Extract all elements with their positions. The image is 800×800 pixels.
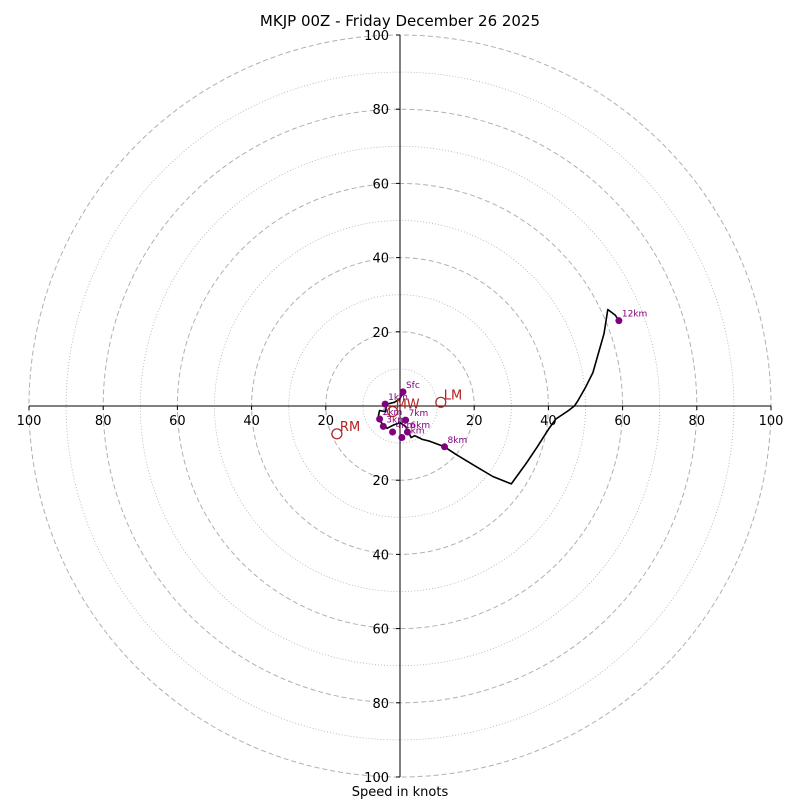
x-tick-label: 40	[243, 414, 260, 429]
y-tick-label: 100	[364, 29, 389, 44]
x-tick-label: 60	[614, 414, 631, 429]
height-label-7km: 7km	[409, 409, 429, 419]
height-marker-8km	[441, 443, 449, 451]
y-tick-label: 60	[372, 623, 389, 638]
y-tick-label: 80	[372, 103, 389, 118]
x-tick-label: 20	[318, 414, 335, 429]
height-label-5km: 5km	[405, 427, 425, 437]
storm-motion-markers: LM RM MW	[331, 388, 462, 440]
height-label-4km: 4km	[396, 421, 416, 431]
motion-label-RM: RM	[340, 420, 360, 435]
height-marker-12km	[615, 317, 623, 325]
x-tick-labels: 100 80 60 40 20 20 40 60 80 100	[17, 406, 784, 429]
motion-marker-MW	[386, 405, 399, 418]
height-marker-3km	[379, 422, 387, 430]
y-tick-label: 20	[372, 474, 389, 489]
motion-label-MW: MW	[396, 398, 420, 413]
chart-title: MKJP 00Z - Friday December 26 2025	[260, 12, 540, 30]
height-marker-Sfc	[399, 388, 407, 396]
height-marker-4km	[389, 428, 397, 436]
x-axis-label: Speed in knots	[352, 785, 449, 800]
x-tick-label: 80	[689, 414, 706, 429]
y-tick-label: 80	[372, 697, 389, 712]
y-tick-label: 40	[372, 548, 389, 563]
height-marker-5km	[398, 434, 406, 442]
height-label-3km: 3km	[386, 415, 406, 425]
x-tick-label: 60	[169, 414, 186, 429]
y-tick-label: 20	[372, 326, 389, 341]
x-tick-label: 100	[759, 414, 784, 429]
y-tick-label: 40	[372, 252, 389, 267]
motion-marker-RM	[331, 428, 343, 440]
axes	[29, 35, 771, 777]
height-label-Sfc: Sfc	[406, 381, 420, 391]
height-label-2km: 2km	[383, 408, 403, 418]
motion-label-LM: LM	[444, 388, 462, 403]
x-tick-label: 20	[466, 414, 483, 429]
y-tick-label: 60	[372, 177, 389, 192]
height-marker-6km	[403, 428, 411, 436]
height-label-8km: 8km	[448, 436, 468, 446]
x-tick-label: 80	[95, 414, 112, 429]
x-tick-label: 40	[540, 414, 557, 429]
y-tick-labels: 100 80 60 40 20 20 40 60 80 100	[364, 29, 400, 786]
height-marker-7km	[402, 416, 410, 424]
x-tick-label: 100	[17, 414, 42, 429]
height-label-6km: 6km	[410, 421, 430, 431]
y-tick-label: 100	[364, 771, 389, 786]
height-marker-1km	[381, 400, 389, 408]
height-label-12km: 12km	[622, 310, 647, 320]
height-label-1km: 1km	[388, 393, 408, 403]
motion-marker-LM	[435, 396, 447, 408]
height-marker-2km	[376, 415, 384, 423]
